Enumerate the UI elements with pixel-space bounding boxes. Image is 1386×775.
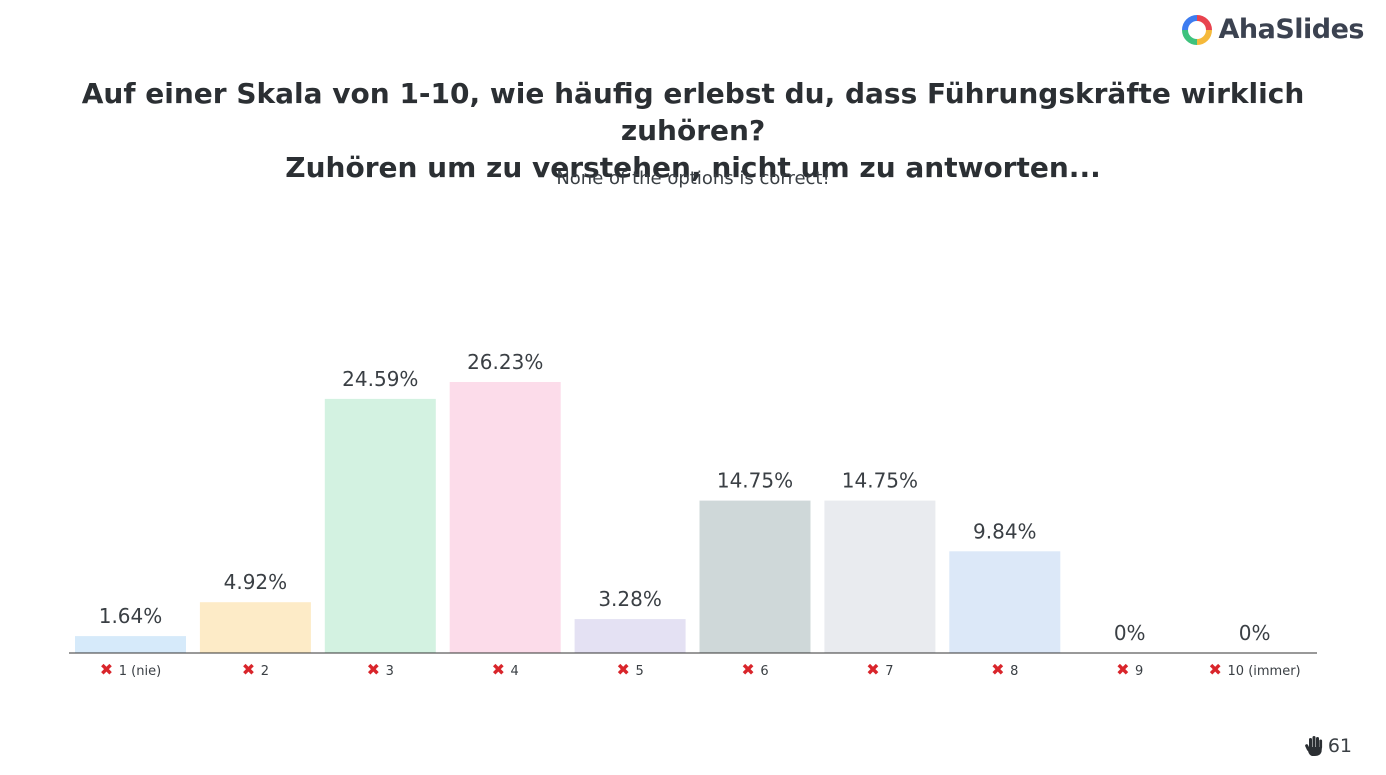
value-label-8: 9.84% xyxy=(973,519,1037,543)
response-count: 61 xyxy=(1327,735,1352,757)
answer-feedback: None of the options is correct! xyxy=(556,168,830,189)
bars-group xyxy=(75,382,1061,653)
category-label-1: ✖ 1 (nie) xyxy=(100,660,161,679)
cross-mark-icon: ✖ xyxy=(741,660,760,679)
cross-mark-icon: ✖ xyxy=(866,660,885,679)
value-label-4: 26.23% xyxy=(467,350,543,374)
cross-mark-icon: ✖ xyxy=(1209,660,1228,679)
bar-1 xyxy=(75,636,186,653)
cross-mark-icon: ✖ xyxy=(492,660,511,679)
category-label-3: ✖ 3 xyxy=(367,660,394,679)
category-text-6: 6 xyxy=(760,664,768,679)
value-label-5: 3.28% xyxy=(598,587,662,611)
cross-mark-icon: ✖ xyxy=(242,660,261,679)
question-line-2: Zuhören um zu verstehen, nicht um zu ant… xyxy=(285,151,1101,184)
category-label-10: ✖ 10 (immer) xyxy=(1209,660,1301,679)
category-label-7: ✖ 7 xyxy=(866,660,893,679)
category-text-3: 3 xyxy=(386,664,394,679)
cross-mark-icon: ✖ xyxy=(367,660,386,679)
category-label-9: ✖ 9 xyxy=(1116,660,1143,679)
category-text-2: 2 xyxy=(261,664,269,679)
category-text-10: 10 (immer) xyxy=(1228,664,1301,679)
category-text-8: 8 xyxy=(1010,664,1018,679)
value-label-9: 0% xyxy=(1114,621,1146,645)
category-label-2: ✖ 2 xyxy=(242,660,269,679)
cross-mark-icon: ✖ xyxy=(100,660,119,679)
value-label-10: 0% xyxy=(1239,621,1271,645)
question-title: Auf einer Skala von 1-10, wie häufig erl… xyxy=(40,75,1346,186)
value-label-6: 14.75% xyxy=(717,469,793,493)
bar-2 xyxy=(199,602,311,653)
value-label-2: 4.92% xyxy=(224,570,288,594)
category-label-6: ✖ 6 xyxy=(741,660,768,679)
bar-4 xyxy=(449,382,561,653)
value-label-3: 24.59% xyxy=(342,367,418,391)
category-label-4: ✖ 4 xyxy=(492,660,519,679)
bar-8 xyxy=(949,551,1061,653)
value-label-1: 1.64% xyxy=(99,604,163,628)
category-label-8: ✖ 8 xyxy=(991,660,1018,679)
bar-5 xyxy=(574,619,686,653)
bar-6 xyxy=(699,500,811,653)
cross-mark-icon: ✖ xyxy=(991,660,1010,679)
labels-group: 1.64% ✖ 1 (nie) 4.92% ✖ 2 24.59% ✖ 3 26.23% ✖ 4… xyxy=(99,350,1301,679)
brand-name: AhaSlides xyxy=(1218,14,1364,45)
category-label-5: ✖ 5 xyxy=(616,660,643,679)
category-text-7: 7 xyxy=(885,664,893,679)
cross-mark-icon: ✖ xyxy=(1116,660,1135,679)
response-counter: 61 xyxy=(1304,735,1352,757)
cross-mark-icon: ✖ xyxy=(616,660,635,679)
question-line-1: Auf einer Skala von 1-10, wie häufig erl… xyxy=(81,77,1305,147)
bar-3 xyxy=(324,398,436,653)
category-text-1: 1 (nie) xyxy=(119,664,161,679)
category-text-5: 5 xyxy=(635,664,643,679)
hand-icon xyxy=(1304,736,1322,756)
category-text-9: 9 xyxy=(1135,664,1143,679)
ahaslides-logo-icon xyxy=(1182,14,1213,45)
results-bar-chart: 1.64% ✖ 1 (nie) 4.92% ✖ 2 24.59% ✖ 3 26.23% ✖ 4… xyxy=(69,350,1317,679)
category-text-4: 4 xyxy=(511,664,519,679)
bar-7 xyxy=(824,500,936,653)
brand: AhaSlides xyxy=(1182,14,1364,45)
value-label-7: 14.75% xyxy=(842,469,918,493)
